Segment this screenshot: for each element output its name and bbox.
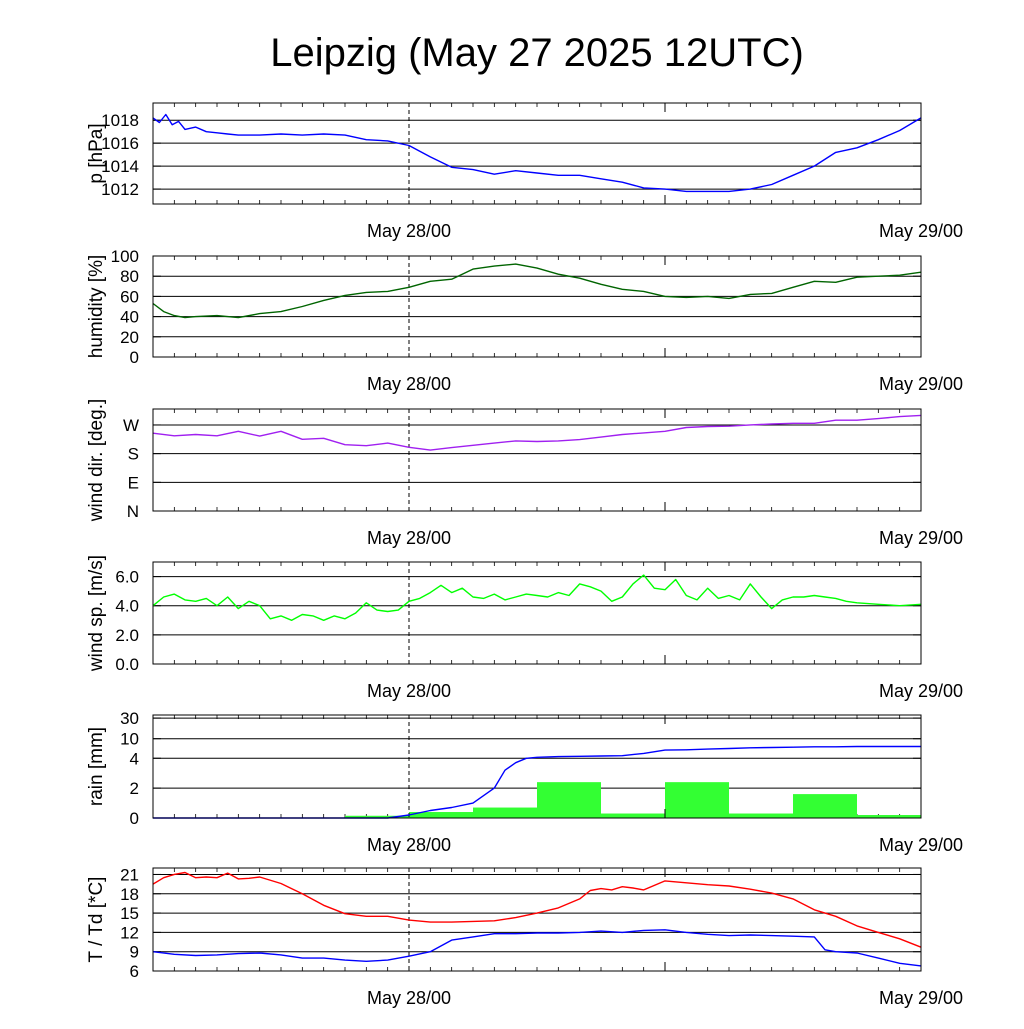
panel-frame [152,714,922,819]
ylabel-pressure: p [hPa] [86,123,107,183]
panel-pressure: 1012 1014 1016 1018 May 28/00 May 29/00 p [hPa… [86,102,963,241]
xtick-label: May 28/00 [367,988,451,1008]
panel-frame [152,102,922,205]
xtick-label: May 28/00 [367,221,451,241]
series-line-rain-0 [153,745,921,819]
ytick-label: 1016 [101,134,139,153]
ytick-label: N [127,502,139,521]
panel-frame [152,867,922,972]
ytick-label: 12 [120,923,139,942]
ytick-label: 80 [120,267,139,286]
rain-bar [729,813,793,818]
panel-frame [152,255,922,358]
ytick-label: 10 [120,730,139,749]
xtick-label: May 28/00 [367,681,451,701]
panel-wind_speed: 0.0 2.0 4.0 6.0 May 28/00 May 29/00 wind sp. [… [86,555,963,701]
ytick-label: 0 [130,348,139,367]
ylabel-wind_speed: wind sp. [m/s] [86,555,107,672]
ylabel-temperature: T / Td [*C] [86,877,107,963]
xtick-label: May 29/00 [879,835,963,855]
ytick-label: 60 [120,287,139,306]
rain-bar [793,794,857,818]
ytick-label: W [123,416,139,435]
xtick-label: May 29/00 [879,681,963,701]
ytick-label: 40 [120,308,139,327]
ytick-label: S [128,445,139,464]
ytick-label: 9 [130,943,139,962]
panel-frame [152,408,922,512]
rain-bar [473,807,537,818]
ytick-label: 6.0 [115,568,139,587]
ytick-label: E [128,473,139,492]
series-line-temperature-0 [152,871,922,948]
ytick-label: 2 [130,779,139,798]
xtick-label: May 29/00 [879,221,963,241]
panel-frame [152,561,922,665]
ytick-label: 100 [111,247,139,266]
ytick-label: 2.0 [115,626,139,645]
chart-title: Leipzig (May 27 2025 12UTC) [270,31,804,75]
ytick-label: 15 [120,904,139,923]
series-line-pressure-0 [152,113,922,193]
ytick-label: 20 [120,328,139,347]
xtick-label: May 28/00 [367,835,451,855]
xtick-label: May 28/00 [367,528,451,548]
ytick-label: 21 [120,865,139,884]
series-line-temperature-1 [152,929,922,967]
ytick-label: 4 [130,749,139,768]
panel-rain: 0 2 410 30 May 28/00 May 29/00 rain [mm] [86,709,963,855]
ylabel-wind_dir: wind dir. [deg.] [86,399,107,523]
ytick-label: 30 [120,709,139,728]
rain-bar [857,815,921,818]
ytick-label: 0 [130,809,139,828]
xtick-label: May 28/00 [367,374,451,394]
rain-bar [409,812,473,818]
ytick-label: 18 [120,885,139,904]
rain-bar [537,782,601,818]
rain-bar [345,815,409,818]
ylabel-rain: rain [mm] [86,727,107,806]
xtick-label: May 29/00 [879,528,963,548]
ytick-label: 1012 [101,180,139,199]
series-line-wind_speed-0 [152,574,922,621]
xtick-label: May 29/00 [879,988,963,1008]
rain-bar [601,813,665,818]
ytick-label: 0.0 [115,655,139,674]
series-line-humidity-0 [152,263,922,319]
series-line-wind_dir-0 [152,414,922,451]
rain-bar [665,782,729,818]
ytick-label: 6 [130,962,139,981]
ytick-label: 1014 [101,157,139,176]
ytick-label: 1018 [101,111,139,130]
xtick-label: May 29/00 [879,374,963,394]
ytick-label: 4.0 [115,597,139,616]
ylabel-humidity: humidity [%] [86,255,107,358]
